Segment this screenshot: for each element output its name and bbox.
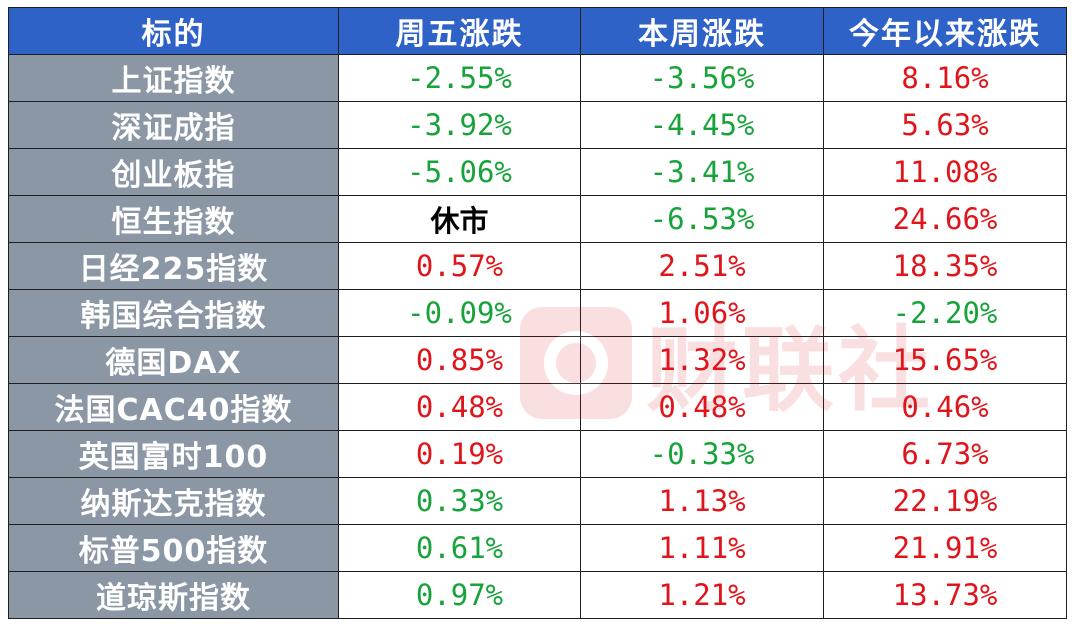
week-change-cell: 1.21%: [580, 571, 824, 619]
index-performance-table: 标的 周五涨跌 本周涨跌 今年以来涨跌 上证指数 -2.55% -3.56% 8.16…: [8, 7, 1067, 619]
ytd-change-cell: 22.19%: [823, 477, 1067, 525]
table-row: 日经225指数 0.57% 2.51% 18.35%: [8, 242, 1067, 290]
header-ytd-change: 今年以来涨跌: [823, 7, 1067, 55]
week-change-cell: 1.32%: [580, 336, 824, 384]
table-row: 创业板指 -5.06% -3.41% 11.08%: [8, 148, 1067, 196]
friday-change-cell: 0.19%: [338, 430, 581, 478]
friday-change-cell: 0.97%: [338, 571, 581, 619]
index-name-cell: 纳斯达克指数: [8, 477, 339, 525]
index-name-cell: 深证成指: [8, 101, 339, 149]
table-row: 上证指数 -2.55% -3.56% 8.16%: [8, 54, 1067, 102]
index-name-cell: 法国CAC40指数: [8, 383, 339, 431]
ytd-change-cell: 24.66%: [823, 195, 1067, 243]
week-change-cell: 1.06%: [580, 289, 824, 337]
week-change-cell: -0.33%: [580, 430, 824, 478]
week-change-cell: 0.48%: [580, 383, 824, 431]
friday-change-cell: -0.09%: [338, 289, 581, 337]
week-change-cell: -4.45%: [580, 101, 824, 149]
ytd-change-cell: 5.63%: [823, 101, 1067, 149]
week-change-cell: -6.53%: [580, 195, 824, 243]
index-name-cell: 英国富时100: [8, 430, 339, 478]
index-name-cell: 韩国综合指数: [8, 289, 339, 337]
ytd-change-cell: 8.16%: [823, 54, 1067, 102]
table-row: 韩国综合指数 -0.09% 1.06% -2.20%: [8, 289, 1067, 337]
week-change-cell: -3.56%: [580, 54, 824, 102]
index-name-cell: 德国DAX: [8, 336, 339, 384]
table-row: 道琼斯指数 0.97% 1.21% 13.73%: [8, 571, 1067, 619]
index-name-cell: 恒生指数: [8, 195, 339, 243]
week-change-cell: 2.51%: [580, 242, 824, 290]
friday-change-cell: 0.85%: [338, 336, 581, 384]
friday-change-cell: -3.92%: [338, 101, 581, 149]
index-name-cell: 道琼斯指数: [8, 571, 339, 619]
ytd-change-cell: 0.46%: [823, 383, 1067, 431]
header-name: 标的: [8, 7, 339, 55]
table-row: 法国CAC40指数 0.48% 0.48% 0.46%: [8, 383, 1067, 431]
header-friday-change: 周五涨跌: [338, 7, 581, 55]
table-row: 英国富时100 0.19% -0.33% 6.73%: [8, 430, 1067, 478]
table-row: 深证成指 -3.92% -4.45% 5.63%: [8, 101, 1067, 149]
table-header-row: 标的 周五涨跌 本周涨跌 今年以来涨跌: [8, 7, 1067, 55]
week-change-cell: 1.11%: [580, 524, 824, 572]
table-row: 标普500指数 0.61% 1.11% 21.91%: [8, 524, 1067, 572]
table-body: 上证指数 -2.55% -3.56% 8.16% 深证成指 -3.92% -4.45% 5.6…: [8, 54, 1067, 619]
ytd-change-cell: -2.20%: [823, 289, 1067, 337]
week-change-cell: -3.41%: [580, 148, 824, 196]
friday-change-cell: 0.33%: [338, 477, 581, 525]
table-row: 恒生指数 休市 -6.53% 24.66%: [8, 195, 1067, 243]
friday-change-cell: -5.06%: [338, 148, 581, 196]
friday-change-cell: 0.61%: [338, 524, 581, 572]
table-row: 纳斯达克指数 0.33% 1.13% 22.19%: [8, 477, 1067, 525]
index-name-cell: 标普500指数: [8, 524, 339, 572]
ytd-change-cell: 21.91%: [823, 524, 1067, 572]
index-name-cell: 创业板指: [8, 148, 339, 196]
table-row: 德国DAX 0.85% 1.32% 15.65%: [8, 336, 1067, 384]
ytd-change-cell: 13.73%: [823, 571, 1067, 619]
week-change-cell: 1.13%: [580, 477, 824, 525]
ytd-change-cell: 18.35%: [823, 242, 1067, 290]
ytd-change-cell: 11.08%: [823, 148, 1067, 196]
index-performance-table-wrapper: 标的 周五涨跌 本周涨跌 今年以来涨跌 上证指数 -2.55% -3.56% 8.16…: [8, 7, 1067, 619]
friday-change-cell: 休市: [338, 195, 581, 243]
friday-change-cell: -2.55%: [338, 54, 581, 102]
friday-change-cell: 0.57%: [338, 242, 581, 290]
index-name-cell: 日经225指数: [8, 242, 339, 290]
ytd-change-cell: 6.73%: [823, 430, 1067, 478]
friday-change-cell: 0.48%: [338, 383, 581, 431]
ytd-change-cell: 15.65%: [823, 336, 1067, 384]
header-week-change: 本周涨跌: [580, 7, 824, 55]
index-name-cell: 上证指数: [8, 54, 339, 102]
